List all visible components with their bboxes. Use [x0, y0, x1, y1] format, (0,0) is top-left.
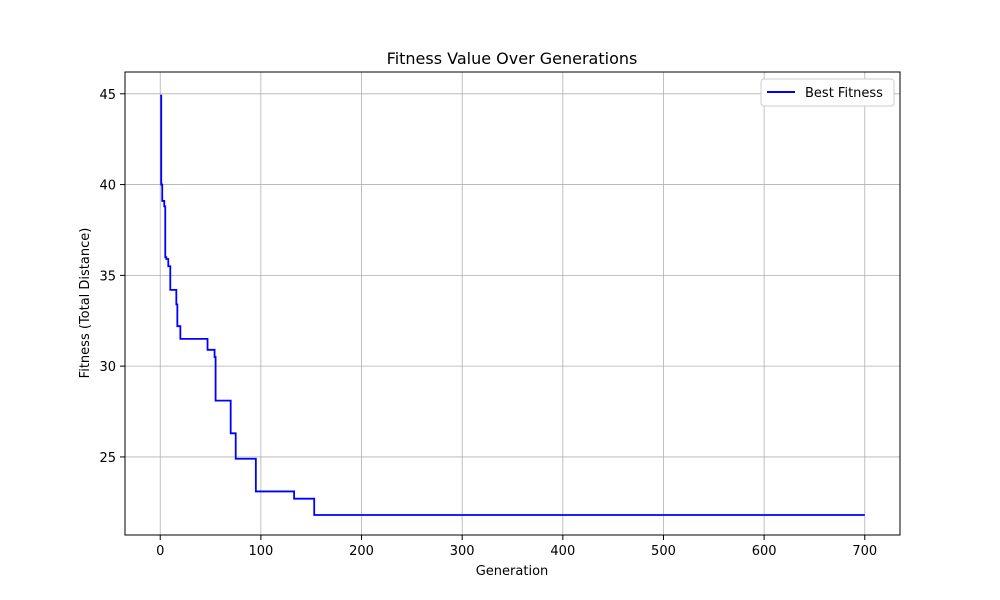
y-tick-label: 45 [99, 88, 116, 103]
x-axis: 0 100 200 300 400 500 600 700 [156, 535, 877, 559]
chart-title: Fitness Value Over Generations [387, 49, 638, 68]
y-tick-label: 40 [99, 179, 116, 194]
x-tick-label: 600 [752, 544, 777, 559]
y-axis: 25 30 35 40 45 [99, 88, 125, 466]
legend-label-best-fitness: Best Fitness [805, 86, 883, 101]
y-tick-label: 30 [99, 360, 116, 375]
x-tick-label: 700 [852, 544, 877, 559]
x-axis-label: Generation [476, 564, 549, 579]
grid [125, 72, 900, 535]
x-tick-label: 300 [450, 544, 475, 559]
x-tick-label: 500 [651, 544, 676, 559]
plot-area [125, 72, 900, 535]
series-line-best-fitness [160, 94, 865, 516]
y-axis-label: Fitness (Total Distance) [78, 228, 93, 379]
y-tick-label: 25 [99, 451, 116, 466]
plot-frame [124, 71, 901, 536]
x-tick-label: 400 [550, 544, 575, 559]
series-layer [160, 94, 865, 516]
legend-box [760, 78, 895, 107]
x-tick-label: 0 [156, 544, 164, 559]
x-tick-label: 200 [349, 544, 374, 559]
x-tick-label: 100 [248, 544, 273, 559]
y-tick-label: 35 [99, 269, 116, 284]
legend: Best Fitness [760, 78, 895, 107]
